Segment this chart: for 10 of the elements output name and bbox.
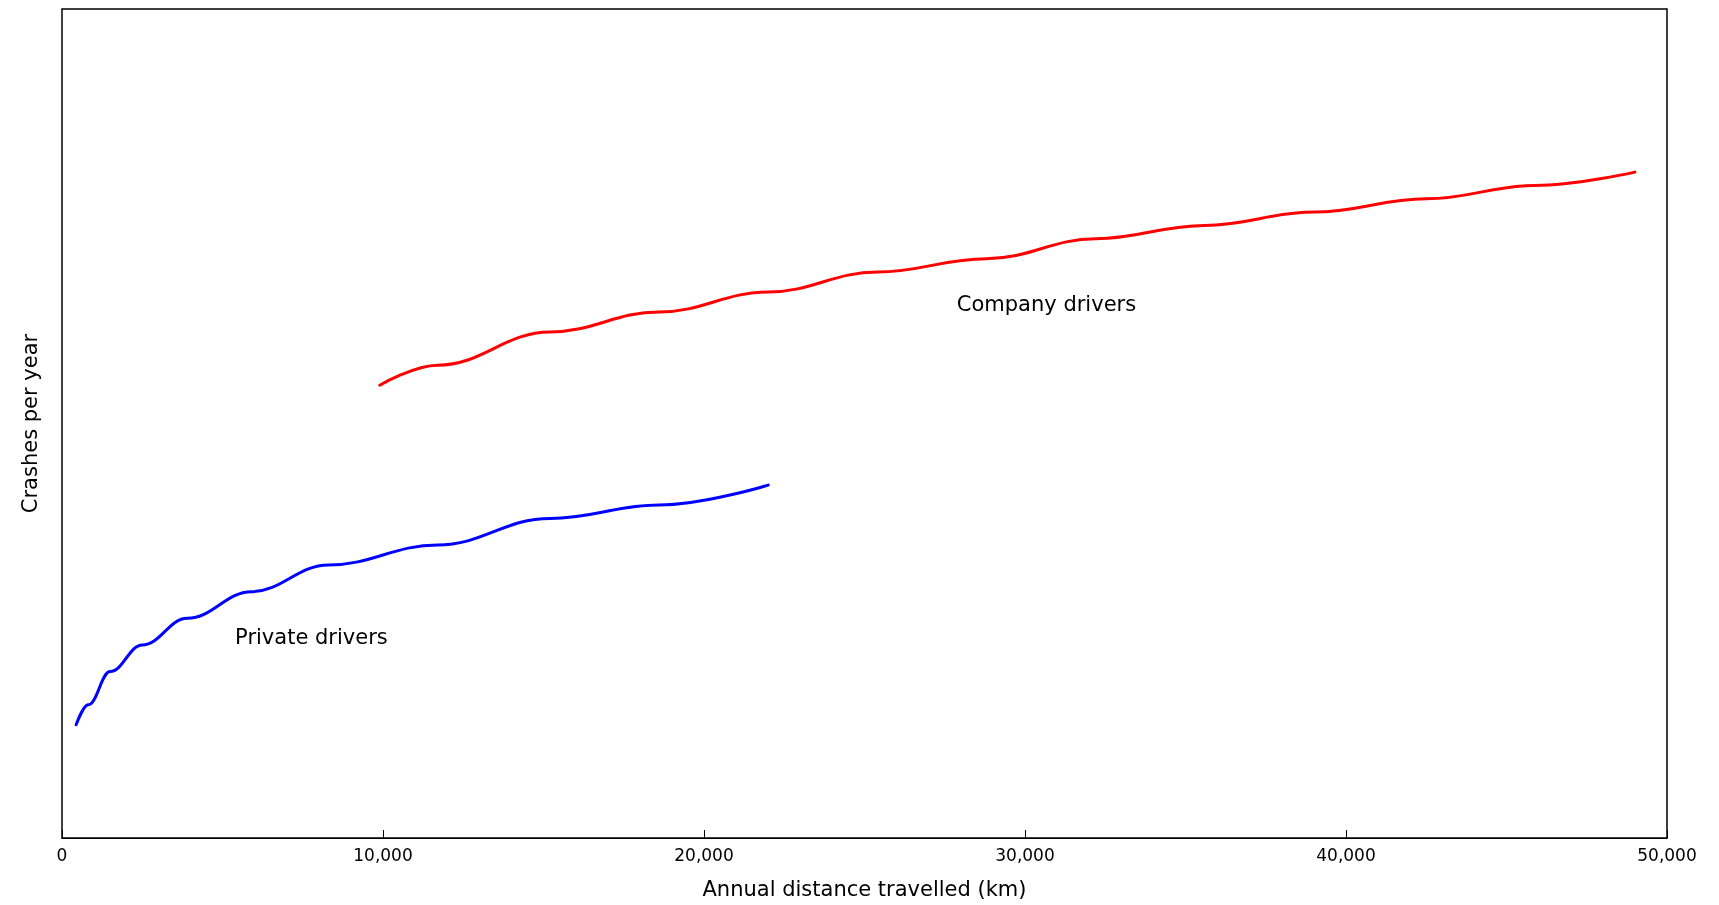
x-tick-label: 10,000 xyxy=(353,844,413,865)
y-axis-title: Crashes per year xyxy=(17,333,42,514)
series-label: Private drivers xyxy=(235,625,388,650)
x-tick-label: 30,000 xyxy=(995,844,1055,865)
x-tick-label: 0 xyxy=(56,844,68,865)
x-tick-label: 50,000 xyxy=(1637,844,1697,865)
x-axis-title: Annual distance travelled (km) xyxy=(702,876,1027,901)
x-tick-label: 20,000 xyxy=(674,844,734,865)
series-label: Company drivers xyxy=(956,292,1137,317)
x-tick-label: 40,000 xyxy=(1316,844,1376,865)
